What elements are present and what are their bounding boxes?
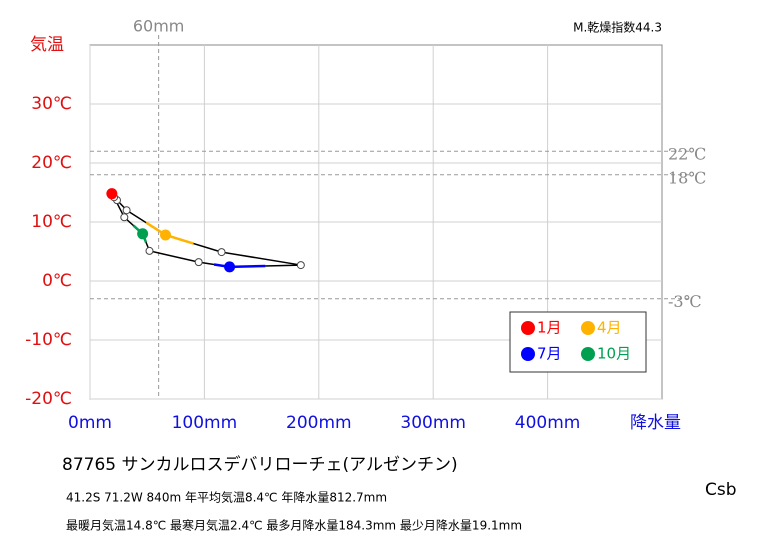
x-tick-label: 100mm — [172, 413, 238, 433]
y-axis-label: 気温 — [30, 35, 64, 55]
y-tick-label: 20℃ — [31, 153, 72, 173]
footer-line: 41.2S 71.2W 840m 年平均気温8.4℃ 年降水量812.7mm — [66, 490, 387, 505]
month-point — [145, 246, 154, 255]
climate-class: Csb — [705, 480, 737, 500]
legend-label: 7月 — [537, 345, 562, 363]
reference-label: 60mm — [133, 17, 185, 36]
y-tick-label: 0℃ — [42, 271, 72, 291]
legend-marker — [521, 347, 535, 361]
reference-label: 22℃ — [668, 145, 706, 164]
footer-line: 最暖月気温14.8℃ 最寒月気温2.4℃ 最多月降水量184.3mm 最少月降水… — [66, 518, 522, 533]
legend — [509, 311, 647, 373]
legend-label: 10月 — [597, 345, 631, 363]
month-point — [120, 213, 129, 222]
aridity-index: M.乾燥指数44.3 — [573, 20, 662, 35]
y-tick-label: 30℃ — [31, 94, 72, 114]
legend-marker — [581, 321, 595, 335]
month-point — [296, 261, 305, 270]
x-tick-label: 400mm — [515, 413, 581, 433]
highlight-point — [224, 261, 236, 273]
highlight-point — [137, 228, 149, 240]
y-tick-label: -10℃ — [25, 330, 72, 350]
x-tick-label: 300mm — [400, 413, 466, 433]
legend-marker — [521, 321, 535, 335]
y-tick-label: -20℃ — [25, 389, 72, 409]
highlight-point — [106, 188, 118, 200]
month-point — [122, 206, 131, 215]
month-point — [194, 258, 203, 267]
legend-label: 1月 — [537, 319, 562, 337]
x-tick-label: 200mm — [286, 413, 352, 433]
month-point — [217, 248, 226, 257]
legend-marker — [581, 347, 595, 361]
x-tick-label: 0mm — [68, 413, 112, 433]
y-tick-label: 10℃ — [31, 212, 72, 232]
legend-label: 4月 — [597, 319, 622, 337]
x-axis-label: 降水量 — [630, 413, 681, 433]
highlight-point — [160, 229, 172, 241]
reference-label: -3℃ — [668, 292, 701, 311]
station: 87765 サンカルロスデバリローチェ(アルゼンチン) — [62, 454, 458, 475]
reference-label: 18℃ — [668, 168, 706, 187]
